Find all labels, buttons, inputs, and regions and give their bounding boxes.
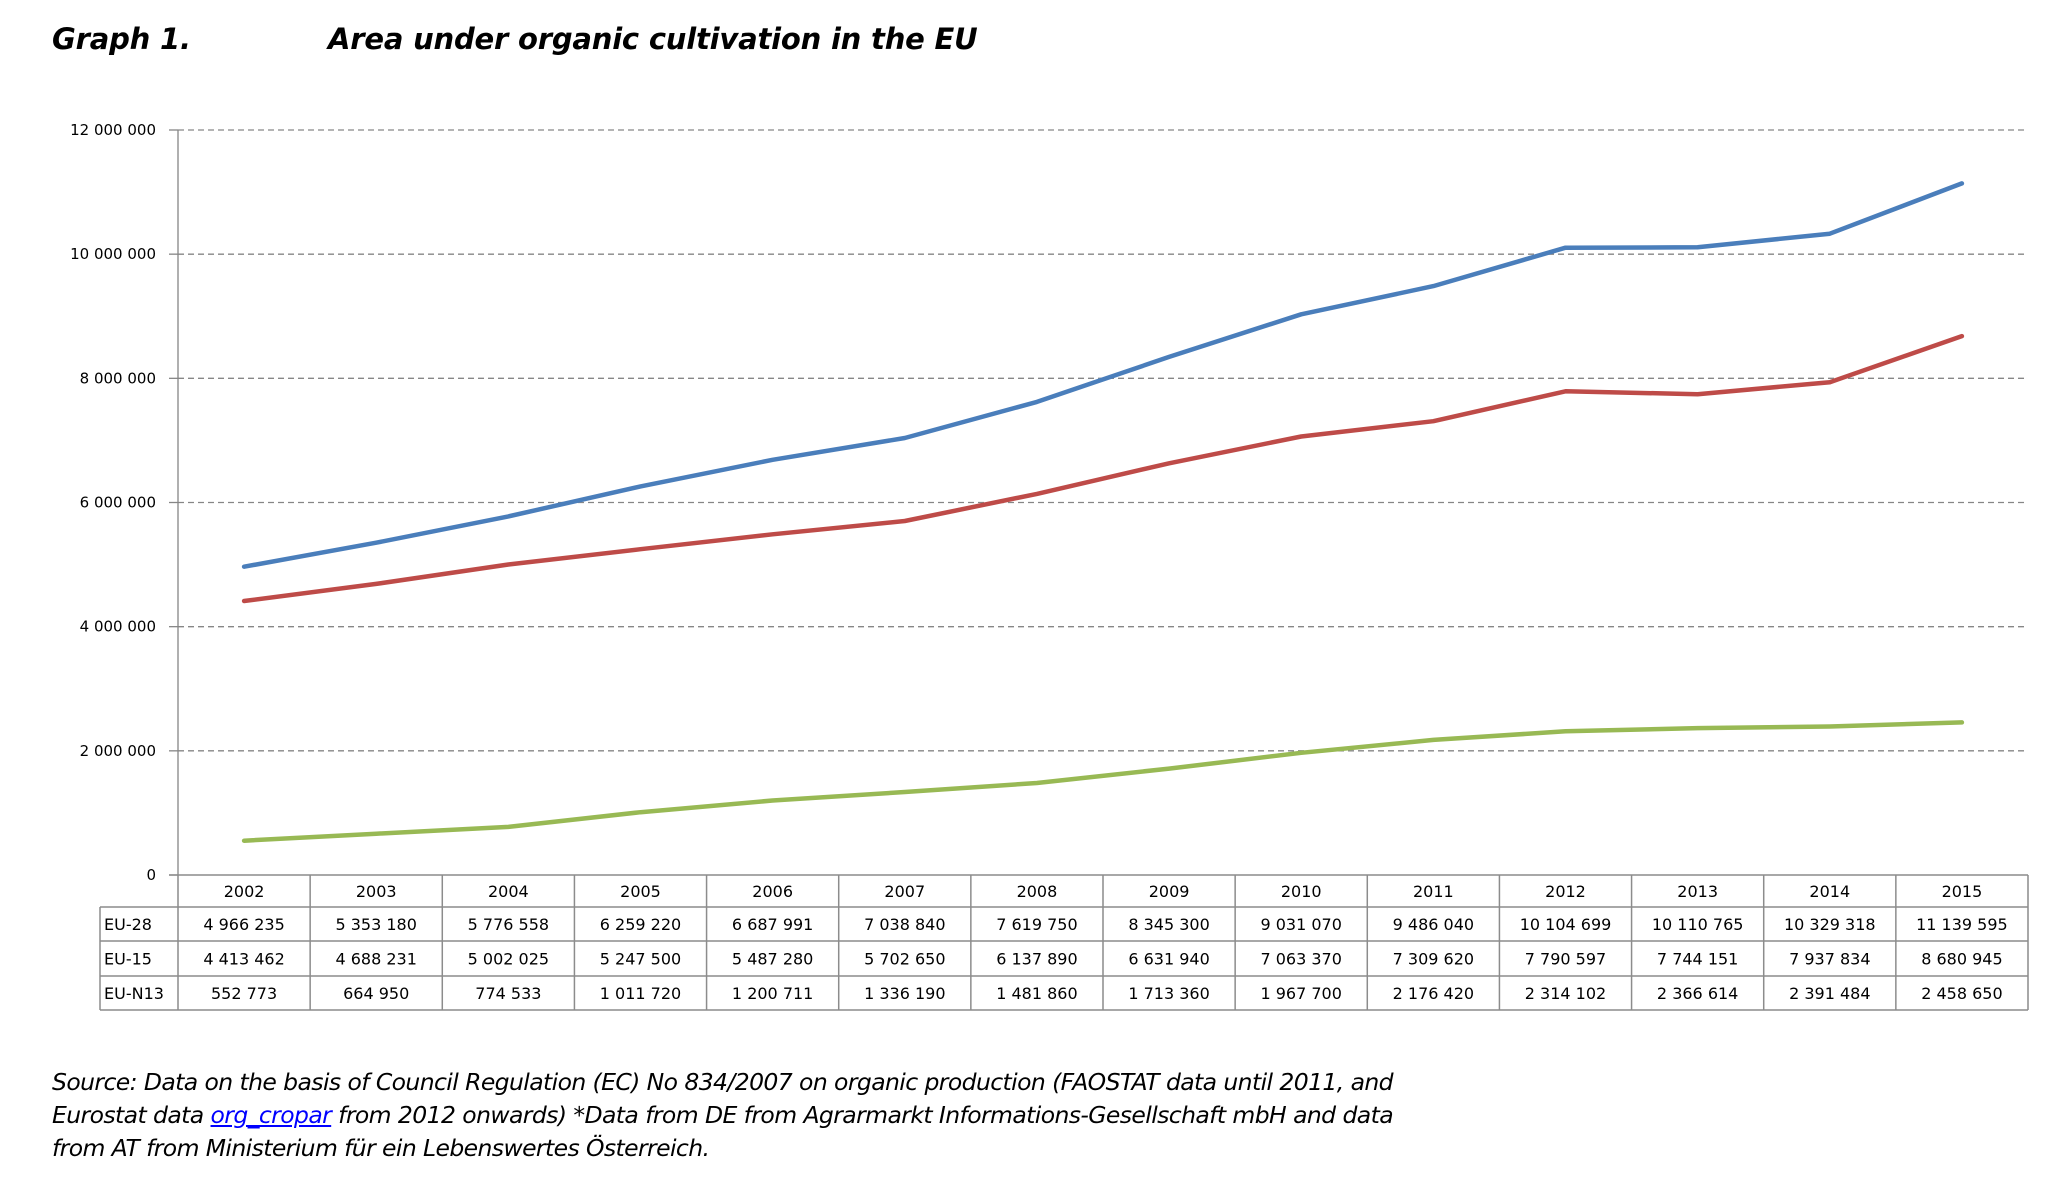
x-category-label: 2008 [1017, 882, 1058, 901]
table-cell-value: 7 744 151 [1657, 950, 1738, 969]
data-table: 2002 2003 2004 2005 2006 2007 2008 2009 2010 2011… [99, 874, 2029, 1011]
table-cell-value: 8 345 300 [1128, 915, 1209, 934]
y-tick-label: 6 000 000 [80, 494, 156, 512]
x-category-label: 2005 [620, 882, 661, 901]
table-cell-value: 2 391 484 [1789, 984, 1870, 1003]
table-cell-value: 7 038 840 [864, 915, 945, 934]
table-cell-value: 5 247 500 [600, 950, 681, 969]
y-tick-label: 10 000 000 [70, 245, 156, 263]
x-category-label: 2006 [752, 882, 793, 901]
x-category-label: 2003 [356, 882, 397, 901]
table-cell-value: 7 937 834 [1789, 950, 1870, 969]
x-category-label: 2010 [1281, 882, 1322, 901]
source-text-2: from 2012 onwards) *Data from DE from Ag… [52, 1101, 1394, 1162]
graph-number: Graph 1. [52, 22, 191, 56]
y-tick-label: 0 [146, 866, 156, 884]
table-cell-value: 2 314 102 [1525, 984, 1606, 1003]
y-tick-label: 2 000 000 [80, 742, 156, 760]
table-cell-value: 8 680 945 [1921, 950, 2002, 969]
table-cell-value: 10 110 765 [1652, 915, 1744, 934]
table-cell-value: 552 773 [211, 984, 277, 1003]
table-cell-value: 1 011 720 [600, 984, 681, 1003]
table-cell-value: 5 702 650 [864, 950, 945, 969]
table-cell-value: 7 790 597 [1525, 950, 1606, 969]
y-axis-ticks: 0 2 000 000 4 000 000 6 000 000 8 000 000 10 … [70, 121, 156, 884]
table-cell-value: 1 967 700 [1260, 984, 1341, 1003]
x-category-label: 2013 [1677, 882, 1718, 901]
x-category-label: 2011 [1413, 882, 1454, 901]
x-category-label: 2015 [1942, 882, 1983, 901]
table-cell-value: 4 413 462 [203, 950, 284, 969]
table-cell-value: 1 200 711 [732, 984, 813, 1003]
source-text-1: Source: Data on the basis of Council Reg… [52, 1068, 1394, 1129]
table-cell-value: 1 336 190 [864, 984, 945, 1003]
table-cell-value: 664 950 [343, 984, 409, 1003]
y-tick-label: 4 000 000 [80, 618, 156, 636]
x-category-label: 2012 [1545, 882, 1586, 901]
table-cell-value: 6 687 991 [732, 915, 813, 934]
table-series-label: EU-N13 [104, 984, 164, 1003]
x-category-label: 2009 [1149, 882, 1190, 901]
series-line-eu-15 [241, 333, 1965, 604]
table-cell-value: 6 259 220 [600, 915, 681, 934]
table-cell-value: 1 713 360 [1128, 984, 1209, 1003]
table-series-label: EU-15 [104, 950, 152, 969]
line-chart: 0 2 000 000 4 000 000 6 000 000 8 000 000 10 … [70, 121, 2029, 1011]
table-cell-value: 2 176 420 [1393, 984, 1474, 1003]
table-cell-value: 5 353 180 [335, 915, 416, 934]
table-cell-value: 10 329 318 [1784, 915, 1876, 934]
table-cell-value: 7 063 370 [1260, 950, 1341, 969]
source-note: Source: Data on the basis of Council Reg… [52, 1066, 1394, 1165]
table-cell-value: 4 966 235 [203, 915, 284, 934]
table-cell-value: 774 533 [475, 984, 541, 1003]
x-category-label: 2007 [884, 882, 925, 901]
y-tick-label: 8 000 000 [80, 369, 156, 387]
table-cell-value: 2 458 650 [1921, 984, 2002, 1003]
table-cell-value: 5 776 558 [468, 915, 549, 934]
table-cell-value: 10 104 699 [1520, 915, 1612, 934]
series-line-eu-n13 [241, 720, 1965, 843]
table-cell-value: 9 031 070 [1260, 915, 1341, 934]
x-category-label: 2002 [224, 882, 265, 901]
table-cell-value: 5 002 025 [468, 950, 549, 969]
chart-title: Area under organic cultivation in the EU [328, 22, 978, 56]
x-category-label: 2004 [488, 882, 529, 901]
table-cell-value: 5 487 280 [732, 950, 813, 969]
table-cell-value: 2 366 614 [1657, 984, 1738, 1003]
y-tick-label: 12 000 000 [70, 121, 156, 139]
table-cell-value: 6 137 890 [996, 950, 1077, 969]
x-category-label: 2014 [1809, 882, 1850, 901]
table-cell-value: 11 139 595 [1916, 915, 2008, 934]
table-cell-value: 1 481 860 [996, 984, 1077, 1003]
table-cell-value: 7 309 620 [1393, 950, 1474, 969]
table-cell-value: 4 688 231 [335, 950, 416, 969]
table-series-label: EU-28 [104, 915, 152, 934]
table-cell-value: 7 619 750 [996, 915, 1077, 934]
series-line-eu-28 [241, 181, 1965, 569]
org-cropar-link[interactable]: org_cropar [210, 1101, 332, 1129]
series-lines [241, 181, 1965, 843]
table-cell-value: 9 486 040 [1393, 915, 1474, 934]
table-cell-value: 6 631 940 [1128, 950, 1209, 969]
